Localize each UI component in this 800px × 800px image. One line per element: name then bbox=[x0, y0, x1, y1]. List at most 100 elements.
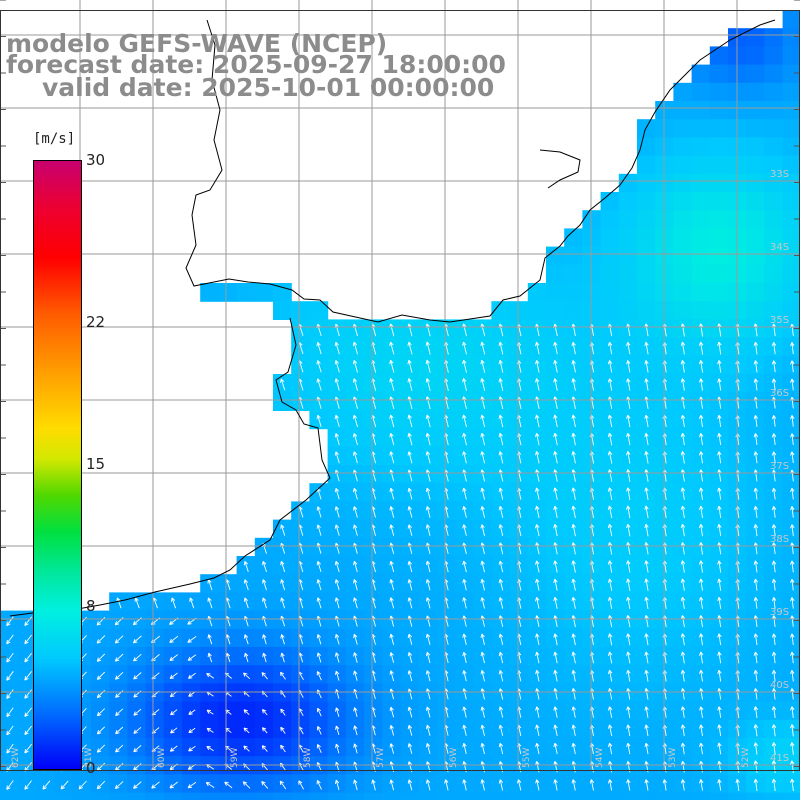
wind-cell bbox=[618, 173, 638, 193]
wind-cell bbox=[600, 228, 620, 248]
wind-arrow bbox=[6, 743, 14, 754]
coastline-uruguay-brazil bbox=[185, 19, 776, 323]
wind-cell bbox=[709, 283, 729, 302]
wind-arrow bbox=[480, 597, 485, 609]
wind-cell bbox=[163, 647, 183, 666]
wind-arrow bbox=[316, 634, 322, 645]
wind-arrow bbox=[462, 779, 467, 791]
wind-cell bbox=[782, 483, 800, 502]
wind-cell bbox=[582, 792, 602, 800]
wind-arrow bbox=[389, 633, 395, 645]
wind-cell bbox=[691, 173, 711, 193]
wind-arrow bbox=[425, 359, 431, 373]
wind-arrow bbox=[389, 706, 395, 718]
wind-arrow bbox=[114, 635, 124, 644]
wind-arrow bbox=[717, 724, 722, 737]
wind-arrow bbox=[771, 578, 777, 591]
wind-arrow bbox=[480, 414, 486, 428]
wind-arrow bbox=[480, 359, 486, 373]
wind-cell bbox=[0, 774, 19, 794]
wind-arrow bbox=[717, 706, 722, 718]
wind-cell bbox=[709, 210, 729, 229]
wind-cell bbox=[655, 301, 674, 320]
wind-cell bbox=[782, 155, 800, 175]
wind-cell bbox=[691, 101, 711, 120]
wind-cell bbox=[18, 719, 37, 739]
colorbar-tick-label: 0 bbox=[86, 759, 96, 777]
wind-cell bbox=[709, 155, 729, 175]
wind-cell bbox=[200, 738, 219, 757]
wind-arrow bbox=[771, 742, 777, 755]
wind-arrow bbox=[698, 433, 704, 446]
wind-cell bbox=[491, 301, 511, 320]
wind-cell bbox=[673, 283, 693, 302]
wind-cell bbox=[218, 774, 238, 794]
wind-cell bbox=[691, 210, 711, 229]
latitude-label: 40S bbox=[770, 680, 789, 691]
wind-arrow bbox=[607, 505, 613, 519]
wind-cell bbox=[782, 392, 800, 411]
wind-cell bbox=[145, 792, 165, 800]
wind-arrow bbox=[425, 341, 431, 355]
wind-arrow bbox=[480, 724, 485, 736]
wind-arrow bbox=[261, 745, 268, 752]
wind-arrow bbox=[571, 779, 576, 791]
wind-cell bbox=[109, 756, 128, 775]
wind-arrow bbox=[626, 432, 631, 446]
wind-arrow bbox=[790, 415, 795, 427]
wind-arrow bbox=[626, 724, 631, 737]
wind-arrow bbox=[462, 341, 467, 355]
wind-cell bbox=[72, 774, 92, 794]
wind-arrow bbox=[644, 724, 649, 737]
wind-arrow bbox=[571, 633, 576, 646]
wind-arrow bbox=[280, 378, 286, 391]
wind-arrow bbox=[224, 781, 233, 789]
wind-arrow bbox=[316, 378, 322, 391]
wind-arrow bbox=[717, 505, 722, 518]
wind-arrow bbox=[187, 636, 197, 643]
wind-cell bbox=[564, 301, 583, 320]
wind-arrow bbox=[462, 506, 467, 518]
wind-cell bbox=[72, 792, 92, 800]
wind-arrow bbox=[261, 672, 268, 680]
wind-arrow bbox=[316, 524, 322, 536]
wind-cell bbox=[218, 701, 238, 721]
wind-cell bbox=[746, 28, 765, 47]
wind-cell bbox=[18, 738, 37, 757]
wind-cell bbox=[18, 683, 37, 703]
wind-arrow bbox=[24, 671, 32, 681]
wind-arrow bbox=[644, 360, 649, 373]
wind-cell bbox=[91, 719, 110, 739]
wind-cell bbox=[163, 628, 183, 648]
wind-arrow bbox=[753, 669, 759, 682]
wind-cell bbox=[54, 774, 74, 794]
wind-arrow bbox=[206, 745, 214, 752]
wind-cell bbox=[782, 592, 800, 612]
wind-cell bbox=[782, 556, 800, 575]
wind-arrow bbox=[353, 670, 358, 681]
wind-cell bbox=[782, 719, 800, 739]
wind-arrow bbox=[480, 779, 485, 791]
longitude-labels: 62W 61W 60W 59W 58W 57W 56W 55W 54W 53W 52W bbox=[11, 748, 751, 768]
wind-cell bbox=[655, 155, 674, 175]
wind-cell bbox=[782, 10, 800, 29]
wind-cell bbox=[709, 264, 729, 284]
wind-arrow bbox=[626, 378, 631, 391]
wind-arrow bbox=[206, 709, 214, 715]
wind-arrow bbox=[553, 360, 558, 373]
wind-arrow bbox=[114, 671, 124, 680]
wind-arrow bbox=[498, 742, 504, 755]
wind-arrow bbox=[389, 579, 395, 591]
wind-arrow bbox=[480, 341, 486, 355]
wind-arrow bbox=[553, 451, 558, 464]
wind-cell bbox=[764, 246, 784, 266]
wind-arrow bbox=[753, 778, 759, 791]
wind-arrow bbox=[790, 378, 795, 391]
wind-arrow bbox=[389, 560, 395, 573]
wind-cell bbox=[746, 64, 765, 84]
wind-arrow bbox=[753, 414, 759, 427]
wind-cell bbox=[564, 228, 583, 248]
wind-cell bbox=[0, 738, 19, 757]
wind-cell bbox=[618, 246, 638, 266]
